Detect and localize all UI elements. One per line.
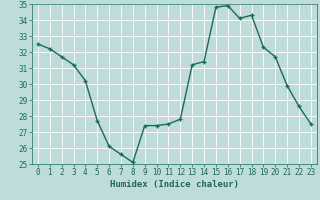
X-axis label: Humidex (Indice chaleur): Humidex (Indice chaleur) <box>110 180 239 189</box>
